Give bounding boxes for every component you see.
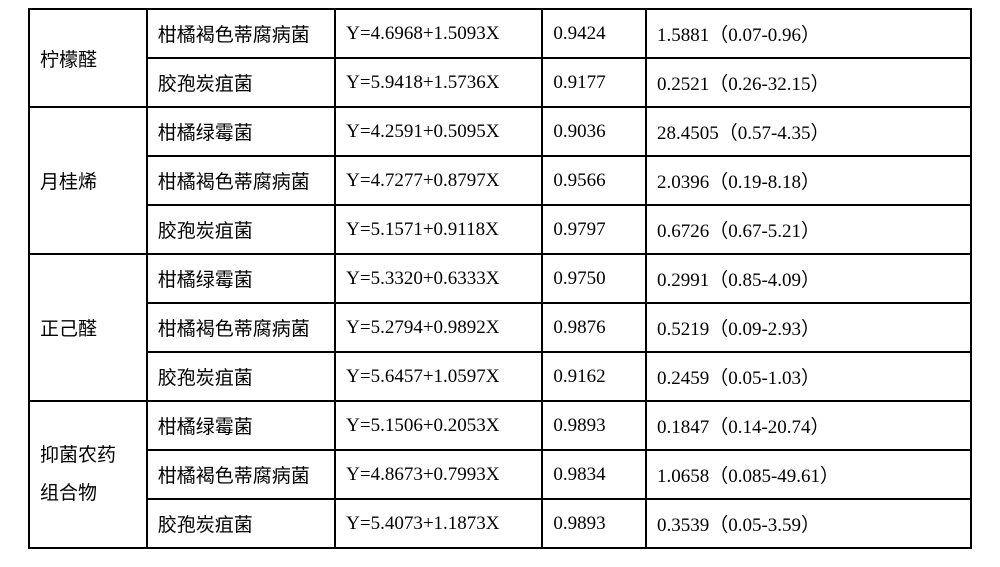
table-row: 月桂烯 柑橘绿霉菌 Y=4.2591+0.5095X 0.9036 28.450… bbox=[29, 107, 971, 156]
r-cell: 0.9834 bbox=[542, 450, 646, 499]
table-row: 正己醛 柑橘绿霉菌 Y=5.3320+0.6333X 0.9750 0.2991… bbox=[29, 254, 971, 303]
ec-cell: 0.1847（0.14-20.74） bbox=[646, 401, 971, 450]
strain-cell: 柑橘绿霉菌 bbox=[147, 254, 335, 303]
strain-cell: 胶孢炭疽菌 bbox=[147, 58, 335, 107]
ec-cell: 0.3539（0.05-3.59） bbox=[646, 499, 971, 548]
ec-cell: 1.5881（0.07-0.96） bbox=[646, 9, 971, 58]
table-row: 柑橘褐色蒂腐病菌 Y=5.2794+0.9892X 0.9876 0.5219（… bbox=[29, 303, 971, 352]
equation-cell: Y=4.8673+0.7993X bbox=[335, 450, 542, 499]
equation-cell: Y=4.2591+0.5095X bbox=[335, 107, 542, 156]
r-cell: 0.9036 bbox=[542, 107, 646, 156]
strain-cell: 胶孢炭疽菌 bbox=[147, 352, 335, 401]
strain-cell: 柑橘褐色蒂腐病菌 bbox=[147, 9, 335, 58]
ec-cell: 28.4505（0.57-4.35） bbox=[646, 107, 971, 156]
page: 柠檬醛 柑橘褐色蒂腐病菌 Y=4.6968+1.5093X 0.9424 1.5… bbox=[0, 0, 1000, 567]
strain-cell: 胶孢炭疽菌 bbox=[147, 205, 335, 254]
equation-cell: Y=5.9418+1.5736X bbox=[335, 58, 542, 107]
r-cell: 0.9797 bbox=[542, 205, 646, 254]
r-cell: 0.9566 bbox=[542, 156, 646, 205]
equation-cell: Y=4.6968+1.5093X bbox=[335, 9, 542, 58]
ec-cell: 0.2991（0.85-4.09） bbox=[646, 254, 971, 303]
equation-cell: Y=5.1506+0.2053X bbox=[335, 401, 542, 450]
compound-line2: 组合物 bbox=[40, 483, 97, 504]
strain-cell: 胶孢炭疽菌 bbox=[147, 499, 335, 548]
strain-cell: 柑橘绿霉菌 bbox=[147, 401, 335, 450]
table-row: 胶孢炭疽菌 Y=5.6457+1.0597X 0.9162 0.2459（0.0… bbox=[29, 352, 971, 401]
table-row: 柑橘褐色蒂腐病菌 Y=4.8673+0.7993X 0.9834 1.0658（… bbox=[29, 450, 971, 499]
compound-cell: 正己醛 bbox=[29, 254, 147, 401]
ec-cell: 0.2521（0.26-32.15） bbox=[646, 58, 971, 107]
equation-cell: Y=5.2794+0.9892X bbox=[335, 303, 542, 352]
strain-cell: 柑橘绿霉菌 bbox=[147, 107, 335, 156]
equation-cell: Y=5.4073+1.1873X bbox=[335, 499, 542, 548]
strain-cell: 柑橘褐色蒂腐病菌 bbox=[147, 156, 335, 205]
equation-cell: Y=5.6457+1.0597X bbox=[335, 352, 542, 401]
ec-cell: 2.0396（0.19-8.18） bbox=[646, 156, 971, 205]
compound-cell: 抑菌农药 组合物 bbox=[29, 401, 147, 548]
compound-line1: 抑菌农药 bbox=[40, 445, 116, 466]
ec-cell: 1.0658（0.085-49.61） bbox=[646, 450, 971, 499]
compound-cell: 月桂烯 bbox=[29, 107, 147, 254]
table-row: 胶孢炭疽菌 Y=5.1571+0.9118X 0.9797 0.6726（0.6… bbox=[29, 205, 971, 254]
equation-cell: Y=5.1571+0.9118X bbox=[335, 205, 542, 254]
ec-cell: 0.2459（0.05-1.03） bbox=[646, 352, 971, 401]
strain-cell: 柑橘褐色蒂腐病菌 bbox=[147, 450, 335, 499]
r-cell: 0.9177 bbox=[542, 58, 646, 107]
compound-cell: 柠檬醛 bbox=[29, 9, 147, 107]
equation-cell: Y=5.3320+0.6333X bbox=[335, 254, 542, 303]
ec-cell: 0.5219（0.09-2.93） bbox=[646, 303, 971, 352]
table-row: 胶孢炭疽菌 Y=5.9418+1.5736X 0.9177 0.2521（0.2… bbox=[29, 58, 971, 107]
table-row: 柑橘褐色蒂腐病菌 Y=4.7277+0.8797X 0.9566 2.0396（… bbox=[29, 156, 971, 205]
r-cell: 0.9893 bbox=[542, 401, 646, 450]
r-cell: 0.9876 bbox=[542, 303, 646, 352]
table-row: 胶孢炭疽菌 Y=5.4073+1.1873X 0.9893 0.3539（0.0… bbox=[29, 499, 971, 548]
equation-cell: Y=4.7277+0.8797X bbox=[335, 156, 542, 205]
table-row: 抑菌农药 组合物 柑橘绿霉菌 Y=5.1506+0.2053X 0.9893 0… bbox=[29, 401, 971, 450]
table-row: 柠檬醛 柑橘褐色蒂腐病菌 Y=4.6968+1.5093X 0.9424 1.5… bbox=[29, 9, 971, 58]
r-cell: 0.9424 bbox=[542, 9, 646, 58]
strain-cell: 柑橘褐色蒂腐病菌 bbox=[147, 303, 335, 352]
r-cell: 0.9750 bbox=[542, 254, 646, 303]
r-cell: 0.9162 bbox=[542, 352, 646, 401]
results-table: 柠檬醛 柑橘褐色蒂腐病菌 Y=4.6968+1.5093X 0.9424 1.5… bbox=[28, 8, 972, 549]
ec-cell: 0.6726（0.67-5.21） bbox=[646, 205, 971, 254]
r-cell: 0.9893 bbox=[542, 499, 646, 548]
